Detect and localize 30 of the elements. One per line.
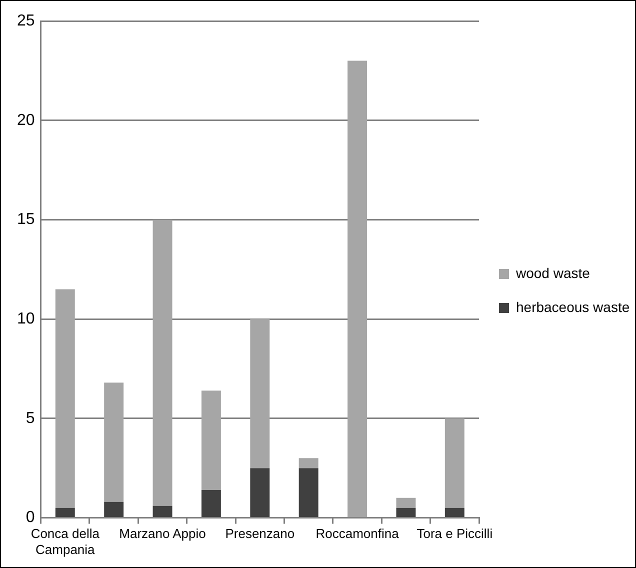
legend-label: herbaceous waste <box>516 298 630 315</box>
legend-label: wood waste <box>515 264 590 281</box>
y-tick-label: 10 <box>17 310 35 328</box>
bar <box>298 468 318 518</box>
bar <box>348 60 368 518</box>
bar <box>201 490 221 518</box>
x-tick-label: Tora e Piccilli <box>416 526 493 542</box>
x-tick-label: Conca della Campania <box>30 526 100 557</box>
bar <box>104 502 124 518</box>
bar <box>55 508 75 518</box>
y-tick-label: 20 <box>17 112 35 129</box>
bar <box>104 382 124 502</box>
bar <box>152 220 172 506</box>
x-tick-label: Presenzano <box>225 526 295 542</box>
bar <box>298 458 318 468</box>
bar <box>250 319 270 468</box>
bar <box>396 498 416 508</box>
bar <box>250 468 270 518</box>
y-tick-label: 25 <box>17 12 35 30</box>
y-tick-label: 15 <box>17 211 35 228</box>
bar <box>201 390 221 490</box>
bar <box>396 508 416 518</box>
y-tick-label: 0 <box>26 509 35 526</box>
bar <box>152 506 172 518</box>
y-tick-label: 5 <box>26 410 35 427</box>
bar <box>444 508 464 518</box>
x-tick-label: Roccamonfina <box>316 526 400 542</box>
x-tick-label: Marzano Appio <box>119 526 206 542</box>
bar <box>444 418 464 508</box>
bar <box>55 289 75 508</box>
